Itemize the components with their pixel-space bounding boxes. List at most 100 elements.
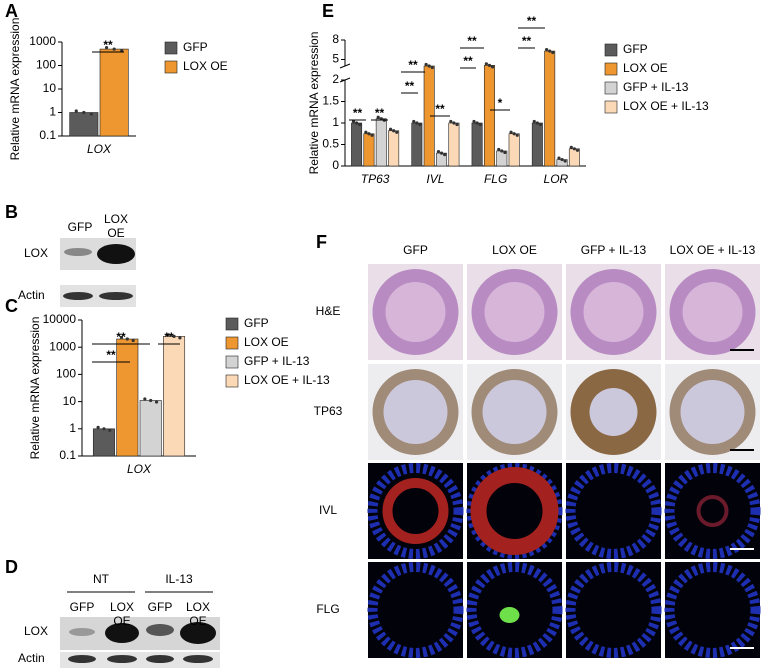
label: LOX OE: [110, 600, 134, 628]
dot: [119, 335, 124, 340]
blot-actin-b: [60, 285, 136, 307]
y-tick-label: 2: [332, 72, 339, 86]
bar: [531, 122, 543, 167]
label: GFP + IL-13: [581, 243, 647, 257]
bar: [351, 122, 363, 167]
dot: [358, 122, 362, 127]
sig-label: **: [522, 34, 532, 48]
y-tick-label: 5: [332, 52, 339, 66]
x-tick-label: TP63: [361, 172, 390, 186]
y-tick-label: 1000: [49, 339, 76, 353]
label: LOX OE: [492, 243, 537, 257]
tissue-core: [680, 380, 745, 444]
dot: [89, 112, 94, 116]
sig-label: **: [435, 102, 445, 116]
panel-label: F: [316, 232, 327, 252]
dot: [449, 119, 453, 124]
legend-swatch: [225, 355, 239, 369]
tissue-core: [482, 380, 547, 444]
y-tick-label: 1000: [29, 34, 56, 48]
dot: [74, 109, 78, 113]
bar: [375, 118, 387, 167]
dot: [418, 122, 422, 127]
y-tick-label: 1: [69, 421, 76, 435]
dot: [108, 428, 112, 432]
legend-label: LOX OE + IL-13: [244, 373, 330, 387]
dot: [178, 336, 182, 340]
legend-label: LOX OE + IL-13: [623, 99, 709, 113]
bar: [508, 133, 520, 167]
dot: [125, 337, 129, 341]
dot: [370, 133, 374, 137]
label: FLG: [316, 602, 339, 616]
dot: [487, 63, 492, 67]
sig-label: **: [375, 106, 385, 120]
dot: [354, 121, 359, 125]
dot: [388, 127, 393, 131]
y-axis-label: Relative mRNA expression: [307, 32, 321, 175]
y-tick-label: 10000: [43, 312, 77, 326]
label: TP63: [314, 404, 343, 418]
dot: [551, 50, 555, 55]
dot: [455, 122, 459, 127]
break: [339, 63, 351, 69]
label: NT: [93, 572, 110, 586]
dot: [412, 119, 416, 124]
label: GFP: [148, 600, 173, 614]
dot: [497, 147, 501, 152]
dot: [478, 122, 482, 127]
band: [180, 622, 216, 644]
tissue-core: [583, 282, 644, 342]
legend-label: GFP + IL-13: [623, 80, 689, 94]
dot: [427, 64, 431, 68]
dot: [367, 132, 371, 136]
bar: [116, 338, 139, 457]
dot: [166, 333, 170, 337]
y-tick-label: 10: [63, 394, 77, 408]
ivl-signal: [382, 478, 449, 544]
blot-actin-d: [60, 652, 220, 668]
panel-label: C: [5, 296, 18, 316]
tissue-core: [589, 388, 638, 436]
dot: [102, 427, 106, 431]
y-tick-label: 1: [49, 105, 56, 119]
legend-swatch: [604, 43, 618, 57]
label: Actin: [18, 651, 45, 665]
dot: [452, 121, 456, 125]
label: H&E: [316, 304, 341, 318]
band: [146, 655, 174, 663]
sig-label: **: [103, 38, 113, 52]
bar: [483, 65, 495, 167]
panel-label: D: [5, 557, 18, 577]
bar: [69, 112, 99, 137]
tissue: [367, 562, 464, 658]
dot: [515, 133, 519, 137]
sig-label: **: [106, 348, 116, 362]
legend-label: LOX OE: [623, 61, 668, 75]
tissue: [367, 463, 464, 559]
bar: [448, 122, 460, 167]
dot: [424, 62, 428, 67]
sig-label: **: [116, 330, 126, 344]
sig-label: **: [527, 14, 537, 28]
panel-label: B: [5, 202, 18, 222]
bar: [99, 48, 129, 137]
band: [99, 292, 133, 300]
bar: [163, 336, 186, 457]
tissue-core: [383, 380, 448, 444]
y-axis-label: Relative mRNA expression: [8, 18, 22, 161]
dot: [500, 149, 504, 153]
dot: [395, 130, 399, 134]
band: [146, 624, 174, 636]
legend-label: GFP: [623, 42, 648, 56]
dot: [535, 121, 539, 125]
legend-swatch: [225, 336, 239, 350]
tissue: [466, 562, 563, 658]
band: [63, 292, 93, 300]
legend-swatch: [604, 81, 618, 95]
band: [68, 655, 96, 663]
label: IVL: [319, 503, 337, 517]
sig-label: *: [498, 96, 503, 110]
label: GFP: [70, 600, 95, 614]
bar: [92, 428, 115, 457]
